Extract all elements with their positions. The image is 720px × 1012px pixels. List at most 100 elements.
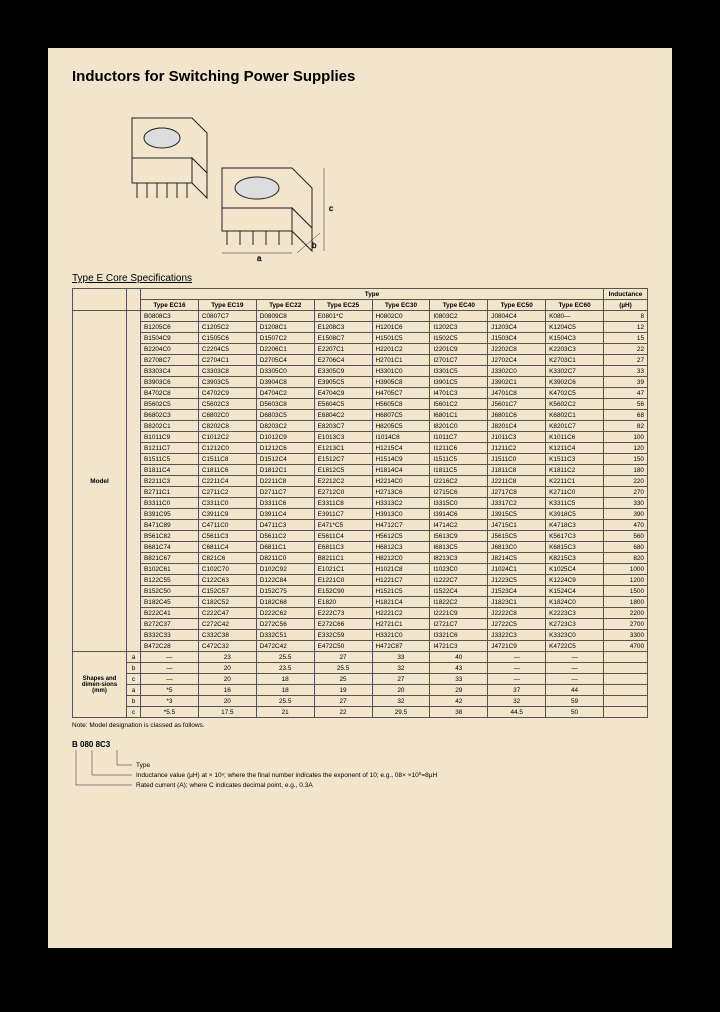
inductance-cell: 1000 xyxy=(604,564,648,575)
model-cell: H1221C7 xyxy=(372,575,430,586)
model-cell: C2711C2 xyxy=(198,487,256,498)
model-cell: E2212C2 xyxy=(314,476,372,487)
model-cell: C3303C8 xyxy=(198,366,256,377)
model-cell: E1021C1 xyxy=(314,564,372,575)
model-cell: J1503C4 xyxy=(488,333,546,344)
model-cell: C1505C6 xyxy=(198,333,256,344)
inductance-cell: 120 xyxy=(604,443,648,454)
model-cell: H5612C5 xyxy=(372,531,430,542)
svg-text:B 080 8C3: B 080 8C3 xyxy=(72,740,111,749)
model-cell: E5611C4 xyxy=(314,531,372,542)
model-cell: J2722C5 xyxy=(488,619,546,630)
model-cell: B8202C1 xyxy=(141,421,199,432)
model-cell: K2703C1 xyxy=(546,355,604,366)
model-cell: E2712C0 xyxy=(314,487,372,498)
model-cell: E3305C9 xyxy=(314,366,372,377)
dim-cell: 27 xyxy=(314,652,372,663)
dim-blank xyxy=(604,696,648,707)
model-cell: J3902C1 xyxy=(488,377,546,388)
model-cell: H8205C5 xyxy=(372,421,430,432)
model-cell: K1011C6 xyxy=(546,432,604,443)
model-cell: C3903C5 xyxy=(198,377,256,388)
model-cell: I8213C3 xyxy=(430,553,488,564)
model-cell: B122C55 xyxy=(141,575,199,586)
model-cell: I1511C5 xyxy=(430,454,488,465)
dim-cell: 16 xyxy=(198,685,256,696)
model-cell: C821C6 xyxy=(198,553,256,564)
inductance-cell: 2200 xyxy=(604,608,648,619)
dim-cell: 37 xyxy=(488,685,546,696)
model-cell: C272C42 xyxy=(198,619,256,630)
model-cell: C332C38 xyxy=(198,630,256,641)
model-cell: K6815C3 xyxy=(546,542,604,553)
model-cell: K8215C3 xyxy=(546,553,604,564)
model-cell: E6804C2 xyxy=(314,410,372,421)
model-cell: H472C87 xyxy=(372,641,430,652)
model-cell: B102C61 xyxy=(141,564,199,575)
page-title: Inductors for Switching Power Supplies xyxy=(72,68,648,85)
model-cell: H1821C4 xyxy=(372,597,430,608)
inductance-cell: 47 xyxy=(604,388,648,399)
model-cell: J1203C4 xyxy=(488,322,546,333)
model-cell: H4712C7 xyxy=(372,520,430,531)
model-cell: D3305C0 xyxy=(256,366,314,377)
model-cell: J8201C4 xyxy=(488,421,546,432)
model-cell: I1522C4 xyxy=(430,586,488,597)
model-cell: C4702C9 xyxy=(198,388,256,399)
model-cell: K080— xyxy=(546,311,604,322)
inductance-cell: 4700 xyxy=(604,641,648,652)
model-cell: B8211C1 xyxy=(314,553,372,564)
model-cell: K2203C3 xyxy=(546,344,604,355)
type-col-header: Type EC60 xyxy=(546,300,604,311)
inductance-cell: 180 xyxy=(604,465,648,476)
model-cell: H2713C6 xyxy=(372,487,430,498)
model-cell: I1811C5 xyxy=(430,465,488,476)
model-cell: K1504C3 xyxy=(546,333,604,344)
dim-blank xyxy=(604,674,648,685)
type-group-header: Type xyxy=(141,289,604,300)
model-cell: J2222C8 xyxy=(488,608,546,619)
model-cell: I1202C3 xyxy=(430,322,488,333)
dim-cell: — xyxy=(488,652,546,663)
model-cell: K3302C7 xyxy=(546,366,604,377)
model-cell: J0804C4 xyxy=(488,311,546,322)
model-cell: D8203C2 xyxy=(256,421,314,432)
dim-cell: — xyxy=(488,674,546,685)
model-cell: E1820 xyxy=(314,597,372,608)
dim-cell: 25.5 xyxy=(314,663,372,674)
model-cell: I2715C6 xyxy=(430,487,488,498)
dim-blank xyxy=(604,663,648,674)
model-cell: D1507C2 xyxy=(256,333,314,344)
model-cell: D6803C5 xyxy=(256,410,314,421)
model-cell: I3901C5 xyxy=(430,377,488,388)
model-cell: B471C89 xyxy=(141,520,199,531)
model-cell: B272C37 xyxy=(141,619,199,630)
model-cell: H3905C8 xyxy=(372,377,430,388)
dim-cell: 29.5 xyxy=(372,707,430,718)
type-col-header: Type EC19 xyxy=(198,300,256,311)
model-cell: D1212C6 xyxy=(256,443,314,454)
model-cell: D472C42 xyxy=(256,641,314,652)
model-cell: E332C59 xyxy=(314,630,372,641)
dim-cell: 32 xyxy=(488,696,546,707)
dim-cell: 59 xyxy=(546,696,604,707)
model-cell: D3311C6 xyxy=(256,498,314,509)
model-cell: K3918C5 xyxy=(546,509,604,520)
legend-block: B 080 8C3 Type Inductance value (µH) at … xyxy=(72,737,648,792)
dim-cell: 44.5 xyxy=(488,707,546,718)
model-cell: I5613C9 xyxy=(430,531,488,542)
model-cell: I2216C2 xyxy=(430,476,488,487)
dim-cell: 50 xyxy=(546,707,604,718)
inductance-cell: 1500 xyxy=(604,586,648,597)
model-cell: B3303C4 xyxy=(141,366,199,377)
model-row-header: Model xyxy=(73,311,127,652)
model-cell: E272C66 xyxy=(314,619,372,630)
model-cell: I2221C9 xyxy=(430,608,488,619)
model-cell: D1812C1 xyxy=(256,465,314,476)
model-cell: J1223C5 xyxy=(488,575,546,586)
inductance-cell: 470 xyxy=(604,520,648,531)
dim-blank xyxy=(604,707,648,718)
model-cell: H2201C2 xyxy=(372,344,430,355)
model-cell: K3902C6 xyxy=(546,377,604,388)
model-cell: K2223C3 xyxy=(546,608,604,619)
